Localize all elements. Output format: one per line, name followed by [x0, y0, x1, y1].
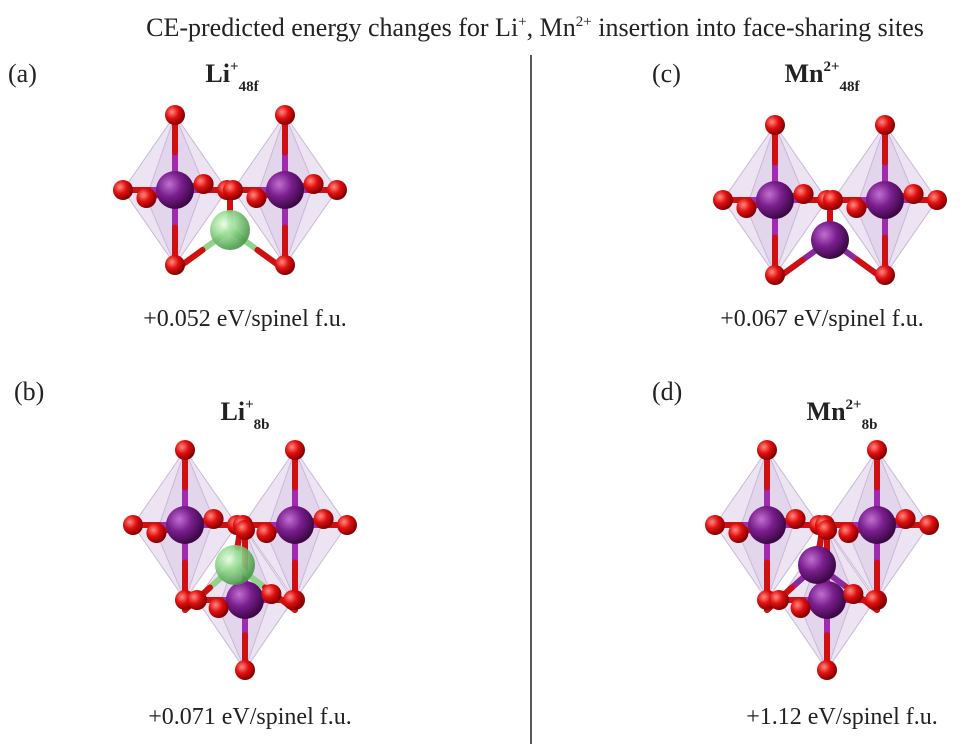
o-atom — [791, 598, 811, 618]
o-atom — [769, 590, 789, 610]
o-atom — [246, 188, 266, 208]
mn-atom — [866, 181, 904, 219]
charge: + — [230, 59, 239, 75]
o-atom — [875, 115, 895, 135]
o-atom — [846, 198, 866, 218]
o-atom — [765, 265, 785, 285]
o-atom — [256, 523, 276, 543]
o-atom — [165, 255, 185, 275]
o-atom — [757, 440, 777, 460]
li-atom — [215, 545, 255, 585]
o-atom — [794, 184, 814, 204]
panel: (c) Mn2+48f +0.067 eV/spinel f.u. — [652, 59, 947, 332]
panel: (d) Mn2+8b +1.12 eV/spinel f.u. — [652, 377, 939, 730]
o-atom — [713, 190, 733, 210]
li-atom — [210, 210, 250, 250]
o-atom — [817, 660, 837, 680]
crystal-structure — [713, 115, 947, 285]
figure-title: CE-predicted energy changes for Li+, Mn2… — [146, 13, 924, 42]
species: Li — [221, 397, 246, 426]
site: 8b — [254, 417, 270, 433]
mn-atom — [266, 171, 304, 209]
o-atom — [865, 590, 885, 610]
o-atom — [194, 174, 214, 194]
o-atom — [896, 509, 916, 529]
o-atom — [223, 180, 243, 200]
mn-atom — [756, 181, 794, 219]
o-atom — [123, 515, 143, 535]
o-atom — [867, 440, 887, 460]
o-atom — [204, 509, 224, 529]
o-atom — [927, 190, 947, 210]
o-atom — [904, 184, 924, 204]
o-atom — [765, 115, 785, 135]
o-atom — [736, 198, 756, 218]
o-atom — [146, 523, 166, 543]
charge: + — [245, 397, 254, 413]
o-atom — [919, 515, 939, 535]
o-atom — [304, 174, 324, 194]
o-atom — [314, 509, 334, 529]
o-atom — [283, 590, 303, 610]
mn-atom — [276, 506, 314, 544]
o-atom — [209, 598, 229, 618]
energy-label: +0.052 eV/spinel f.u. — [143, 306, 347, 332]
crystal-structure — [705, 440, 939, 680]
o-atom — [136, 188, 156, 208]
mn-atom — [748, 506, 786, 544]
o-atom — [113, 180, 133, 200]
panel: (a) Li+48f +0.052 eV/spinel f.u. — [8, 59, 347, 332]
o-atom — [261, 584, 281, 604]
panels: (a)Li+48f+0.052 eV/spinel f.u.(b)Li+8b+0… — [8, 59, 947, 730]
crystal-structure — [113, 105, 347, 275]
panel-label: (c) — [652, 59, 681, 88]
panel-label: (d) — [652, 377, 682, 406]
o-atom — [337, 515, 357, 535]
charge: 2+ — [823, 59, 839, 75]
site-heading: Mn2+48f — [784, 59, 860, 95]
panel: (b) Li+8b +0.071 eV/spinel f.u. — [14, 377, 357, 730]
site-heading: Li+48f — [205, 59, 259, 95]
o-atom — [327, 180, 347, 200]
species: Mn — [784, 59, 824, 88]
o-atom — [817, 520, 837, 540]
o-atom — [275, 105, 295, 125]
site: 48f — [239, 79, 260, 95]
o-atom — [285, 440, 305, 460]
o-atom — [875, 265, 895, 285]
o-atom — [235, 660, 255, 680]
energy-label: +0.067 eV/spinel f.u. — [720, 306, 924, 332]
species: Mn — [807, 397, 847, 426]
energy-label: +1.12 eV/spinel f.u. — [746, 704, 938, 730]
mn-atom — [808, 581, 846, 619]
charge: 2+ — [846, 397, 862, 413]
crystal-structure — [123, 440, 357, 680]
o-atom — [838, 523, 858, 543]
o-atom — [705, 515, 725, 535]
site: 8b — [862, 417, 878, 433]
figure: CE-predicted energy changes for Li+, Mn2… — [0, 0, 971, 744]
panel-label: (b) — [14, 377, 44, 406]
site: 48f — [840, 79, 861, 95]
o-atom — [728, 523, 748, 543]
o-atom — [843, 584, 863, 604]
o-atom — [275, 255, 295, 275]
site-heading: Mn2+8b — [807, 397, 878, 433]
o-atom — [187, 590, 207, 610]
o-atom — [165, 105, 185, 125]
o-atom — [786, 509, 806, 529]
panel-label: (a) — [8, 59, 37, 88]
o-atom — [235, 520, 255, 540]
energy-label: +0.071 eV/spinel f.u. — [148, 704, 352, 730]
mn-atom — [226, 581, 264, 619]
o-atom — [823, 190, 843, 210]
mn-atom — [858, 506, 896, 544]
o-atom — [175, 440, 195, 460]
mn-atom — [166, 506, 204, 544]
species: Li — [205, 59, 230, 88]
site-heading: Li+8b — [221, 397, 270, 433]
mn-atom — [798, 546, 836, 584]
mn-atom — [811, 221, 849, 259]
mn-atom — [156, 171, 194, 209]
